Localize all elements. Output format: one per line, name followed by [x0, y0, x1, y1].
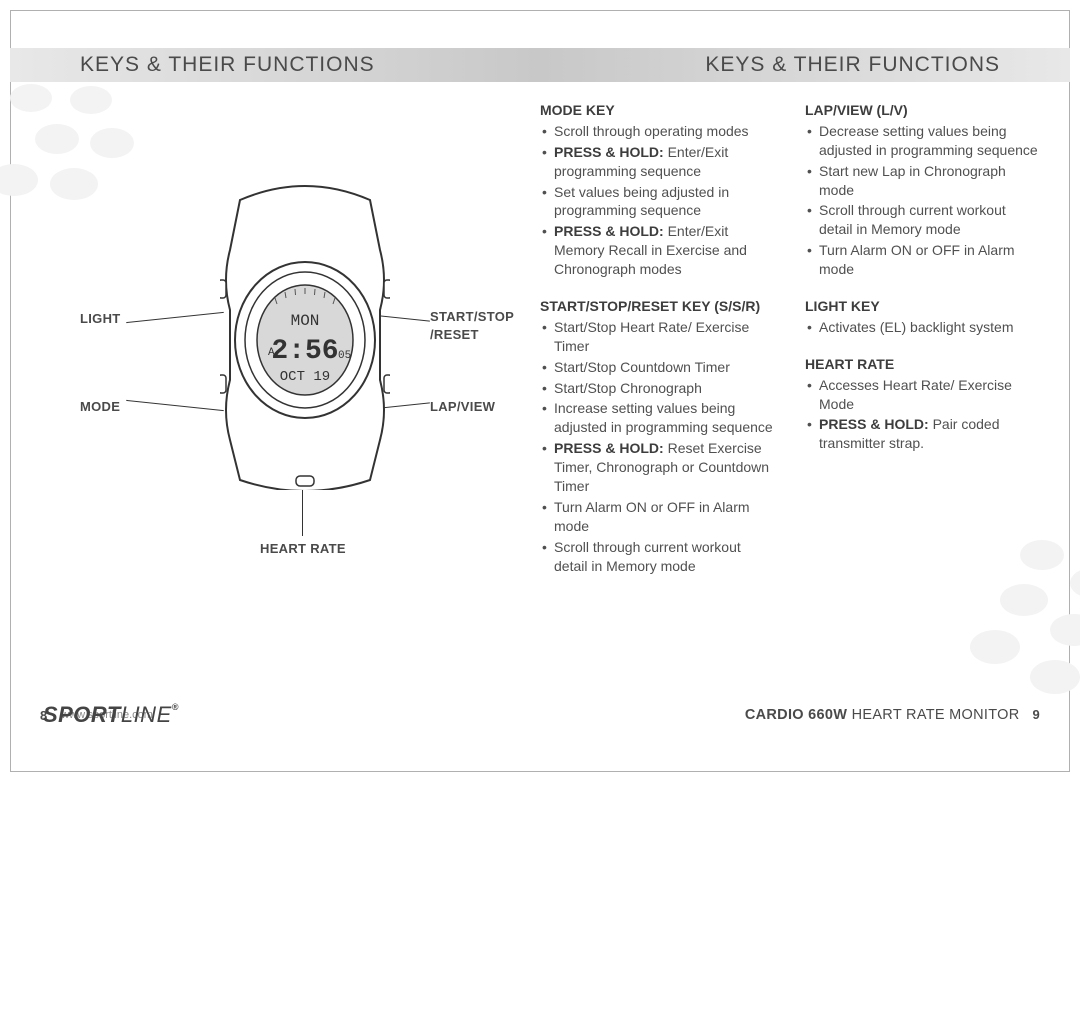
header-title-left: KEYS & THEIR FUNCTIONS — [80, 53, 375, 77]
list-item: Scroll through current workout detail in… — [554, 538, 775, 576]
list-ssr: Start/Stop Heart Rate/ Exercise Timer Sta… — [540, 318, 775, 576]
footer-product: CARDIO 660W HEART RATE MONITOR 9 — [745, 707, 1040, 723]
list-heartrate: Accesses Heart Rate/ Exercise ModePRESS … — [805, 376, 1040, 454]
list-item: Activates (EL) backlight system — [819, 318, 1040, 337]
list-item: Turn Alarm ON or OFF in Alarm mode — [819, 241, 1040, 279]
watch-label-light: LIGHT — [80, 311, 121, 326]
list-item: PRESS & HOLD: Enter/Exit Memory Recall i… — [554, 222, 775, 279]
list-item: PRESS & HOLD: Enter/Exit programming seq… — [554, 143, 775, 181]
section-title-light: LIGHT KEY — [805, 297, 1040, 316]
product-rest: HEART RATE MONITOR — [847, 707, 1019, 723]
section-title-heartrate: HEART RATE — [805, 355, 1040, 374]
list-item: PRESS & HOLD: Reset Exercise Timer, Chro… — [554, 439, 775, 496]
watch-display-date: OCT 19 — [280, 369, 330, 385]
list-item: Start new Lap in Chronograph mode — [819, 162, 1040, 200]
svg-text:05: 05 — [338, 350, 351, 362]
watch-label-reset: /RESET — [430, 327, 479, 342]
watch-icon: MON A 2:56 05 OCT 19 — [220, 180, 390, 490]
list-item: Start/Stop Countdown Timer — [554, 358, 775, 377]
content-columns: MODE KEY Scroll through operating modes P… — [540, 95, 1040, 577]
logo-part-b: LINE — [121, 702, 172, 727]
list-lapview: Decrease setting values being adjusted i… — [805, 122, 1040, 279]
watch-display-day: MON — [291, 312, 320, 330]
header-bar: KEYS & THEIR FUNCTIONS KEYS & THEIR FUNC… — [10, 48, 1070, 82]
list-item: Turn Alarm ON or OFF in Alarm mode — [554, 498, 775, 536]
column-2: LAP/VIEW (L/V) Decrease setting values b… — [805, 95, 1040, 577]
section-title-ssr: START/STOP/RESET KEY (S/S/R) — [540, 297, 775, 316]
list-item: Accesses Heart Rate/ Exercise Mode — [819, 376, 1040, 414]
list-light: Activates (EL) backlight system — [805, 318, 1040, 337]
header-title-right: KEYS & THEIR FUNCTIONS — [705, 53, 1000, 77]
list-item: Scroll through operating modes — [554, 122, 775, 141]
product-bold: CARDIO 660W — [745, 707, 847, 723]
column-1: MODE KEY Scroll through operating modes P… — [540, 95, 775, 577]
logo-part-a: SPORT — [43, 702, 121, 727]
list-item: Start/Stop Heart Rate/ Exercise Timer — [554, 318, 775, 356]
watch-label-lapview: LAP/VIEW — [430, 399, 495, 414]
list-item: Scroll through current workout detail in… — [819, 201, 1040, 239]
watch-diagram: LIGHT MODE START/STOP /RESET LAP/VIEW HE… — [80, 180, 510, 600]
page-number-right: 9 — [1032, 707, 1040, 722]
watch-label-mode: MODE — [80, 399, 120, 414]
list-item: Set values being adjusted in programming… — [554, 183, 775, 221]
section-title-mode: MODE KEY — [540, 101, 775, 120]
section-title-lapview: LAP/VIEW (L/V) — [805, 101, 1040, 120]
list-item: Increase setting values being adjusted i… — [554, 399, 775, 437]
list-mode: Scroll through operating modes PRESS & HO… — [540, 122, 775, 279]
watch-label-startstop: START/STOP — [430, 309, 514, 324]
list-item: Start/Stop Chronograph — [554, 379, 775, 398]
watch-display-time: 2:56 — [271, 336, 338, 367]
footer: 8 www.sportline.com SPORTLINE® CARDIO 66… — [40, 700, 1040, 730]
list-item: Decrease setting values being adjusted i… — [819, 122, 1040, 160]
list-item: PRESS & HOLD: Pair coded transmitter str… — [819, 415, 1040, 453]
brand-logo: SPORTLINE® — [43, 702, 179, 728]
watch-label-heartrate: HEART RATE — [260, 541, 346, 556]
